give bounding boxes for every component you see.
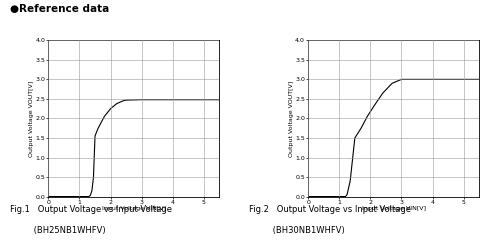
Text: (BH30NB1WHFV): (BH30NB1WHFV): [249, 226, 345, 235]
Y-axis label: Output Voltage VOUT[V]: Output Voltage VOUT[V]: [289, 80, 294, 156]
X-axis label: Input Voltage VIN[V]: Input Voltage VIN[V]: [362, 206, 426, 211]
Text: (BH25NB1WHFV): (BH25NB1WHFV): [10, 226, 106, 235]
Y-axis label: Output Voltage VOUT[V]: Output Voltage VOUT[V]: [29, 80, 34, 156]
Text: ●Reference data: ●Reference data: [10, 4, 109, 14]
Text: Fig.2   Output Voltage vs Input Voltage: Fig.2 Output Voltage vs Input Voltage: [249, 205, 411, 214]
X-axis label: Input Voltage VIN[V]: Input Voltage VIN[V]: [102, 206, 166, 211]
Text: Fig.1   Output Voltage vs Input Voltage: Fig.1 Output Voltage vs Input Voltage: [10, 205, 172, 214]
